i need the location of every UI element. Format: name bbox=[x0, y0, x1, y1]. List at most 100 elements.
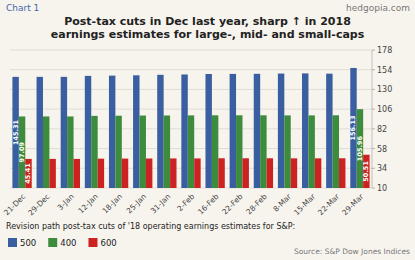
x-tick-label: 15-Mar bbox=[292, 191, 318, 217]
grid bbox=[10, 50, 372, 188]
grid-line bbox=[10, 69, 372, 70]
y-tick bbox=[372, 89, 375, 90]
bar bbox=[205, 74, 211, 188]
data-label: 145.31 bbox=[12, 119, 20, 145]
bar bbox=[98, 159, 104, 188]
x-tick-label: 2-Feb bbox=[175, 192, 196, 213]
bar bbox=[25, 159, 31, 188]
bar bbox=[140, 116, 146, 188]
bar bbox=[67, 116, 73, 188]
y-tick bbox=[372, 109, 375, 110]
bar bbox=[170, 158, 176, 188]
y-tick-label: 154 bbox=[377, 66, 392, 75]
bar bbox=[109, 76, 115, 188]
source-label: Source: S&P Dow Jones Indices bbox=[294, 247, 410, 256]
y-tick bbox=[372, 188, 375, 189]
y-tick-label: 82 bbox=[377, 125, 387, 134]
bar bbox=[181, 74, 187, 188]
chart-label: Chart 1 bbox=[6, 3, 39, 13]
bar bbox=[12, 77, 18, 188]
x-tick-label: 12-Jan bbox=[76, 192, 100, 216]
bar bbox=[188, 115, 194, 188]
bar bbox=[74, 159, 80, 188]
x-tick-label: 21-Dec bbox=[2, 192, 27, 217]
x-tick-label: 18-Jan bbox=[100, 192, 124, 216]
bar bbox=[236, 115, 242, 188]
y-tick bbox=[372, 168, 375, 169]
bar bbox=[49, 159, 55, 188]
background bbox=[0, 0, 415, 260]
y-tick bbox=[372, 148, 375, 149]
watermark: hedgopia.com bbox=[346, 3, 410, 13]
legend-label: 600 bbox=[100, 238, 116, 248]
bar bbox=[326, 74, 332, 188]
legend-label: 400 bbox=[60, 238, 76, 248]
x-tick-label: 31-Jan bbox=[149, 192, 173, 216]
bar bbox=[363, 155, 369, 188]
bar bbox=[157, 75, 163, 188]
bar bbox=[164, 115, 170, 188]
y-tick-label: 178 bbox=[377, 46, 392, 55]
bar bbox=[302, 73, 308, 188]
bar bbox=[242, 158, 248, 188]
y-tick-label: 130 bbox=[377, 85, 392, 94]
y-axis-line bbox=[372, 50, 373, 188]
bar bbox=[339, 158, 345, 188]
x-tick-label: 22-Mar bbox=[316, 191, 342, 217]
data-label: 50.51 bbox=[362, 161, 370, 182]
y-axis: 10 34 58 82 106 130 154 178 bbox=[372, 46, 392, 193]
y-tick-label: 34 bbox=[377, 164, 387, 173]
x-tick-label: 3-Jan bbox=[56, 192, 76, 212]
bar bbox=[122, 159, 128, 188]
bars bbox=[12, 68, 369, 188]
x-tick-label: 8-Mar bbox=[271, 191, 293, 213]
x-axis: 21-Dec29-Dec3-Jan12-Jan18-Jan25-Jan31-Ja… bbox=[2, 191, 366, 217]
data-label: 97.09 bbox=[18, 141, 26, 162]
grid-line bbox=[10, 50, 372, 51]
footnote: Revision path post-tax cuts of '18 opera… bbox=[6, 222, 295, 231]
legend: 500 400 600 bbox=[8, 238, 117, 248]
x-tick-label: 29-Mar bbox=[340, 191, 366, 217]
data-label: 105.96 bbox=[356, 136, 364, 162]
bar bbox=[315, 158, 321, 188]
legend-swatch bbox=[88, 238, 97, 247]
bar bbox=[133, 75, 139, 188]
y-tick-label: 58 bbox=[377, 145, 387, 154]
bar bbox=[212, 115, 218, 188]
bar bbox=[254, 74, 260, 188]
bar bbox=[333, 115, 339, 188]
bar bbox=[278, 74, 284, 188]
bar bbox=[260, 115, 266, 188]
bar bbox=[230, 74, 236, 188]
data-label: 45.41 bbox=[25, 163, 33, 184]
title: Post-tax cuts in Dec last year, sharp ↑ … bbox=[64, 15, 351, 28]
x-tick-label: 16-Feb bbox=[196, 192, 221, 217]
x-tick-label: 28-Feb bbox=[244, 192, 269, 217]
bar bbox=[37, 77, 43, 188]
x-tick-label: 29-Dec bbox=[26, 192, 51, 217]
x-tick-label: 22-Feb bbox=[220, 192, 245, 217]
y-tick bbox=[372, 69, 375, 70]
y-tick-label: 106 bbox=[377, 105, 392, 114]
bar bbox=[43, 116, 49, 188]
bar bbox=[115, 116, 121, 188]
legend-swatch bbox=[48, 238, 57, 247]
y-tick bbox=[372, 128, 375, 129]
bar bbox=[85, 76, 91, 188]
y-tick-label: 10 bbox=[377, 184, 387, 193]
bar bbox=[350, 68, 356, 188]
bar bbox=[194, 158, 200, 188]
subtitle: earnings estimates for large-, mid- and … bbox=[51, 28, 365, 41]
bar bbox=[146, 159, 152, 188]
data-labels: 145.31156.1397.09105.9645.4150.51 bbox=[12, 115, 371, 183]
bar bbox=[91, 116, 97, 188]
legend-swatch bbox=[8, 238, 17, 247]
y-tick bbox=[372, 50, 375, 51]
bar bbox=[61, 77, 67, 188]
bar bbox=[218, 158, 224, 188]
bar bbox=[284, 115, 290, 188]
bar bbox=[308, 115, 314, 188]
bar bbox=[267, 158, 273, 188]
x-tick-label: 25-Jan bbox=[125, 192, 149, 216]
legend-label: 500 bbox=[20, 238, 36, 248]
